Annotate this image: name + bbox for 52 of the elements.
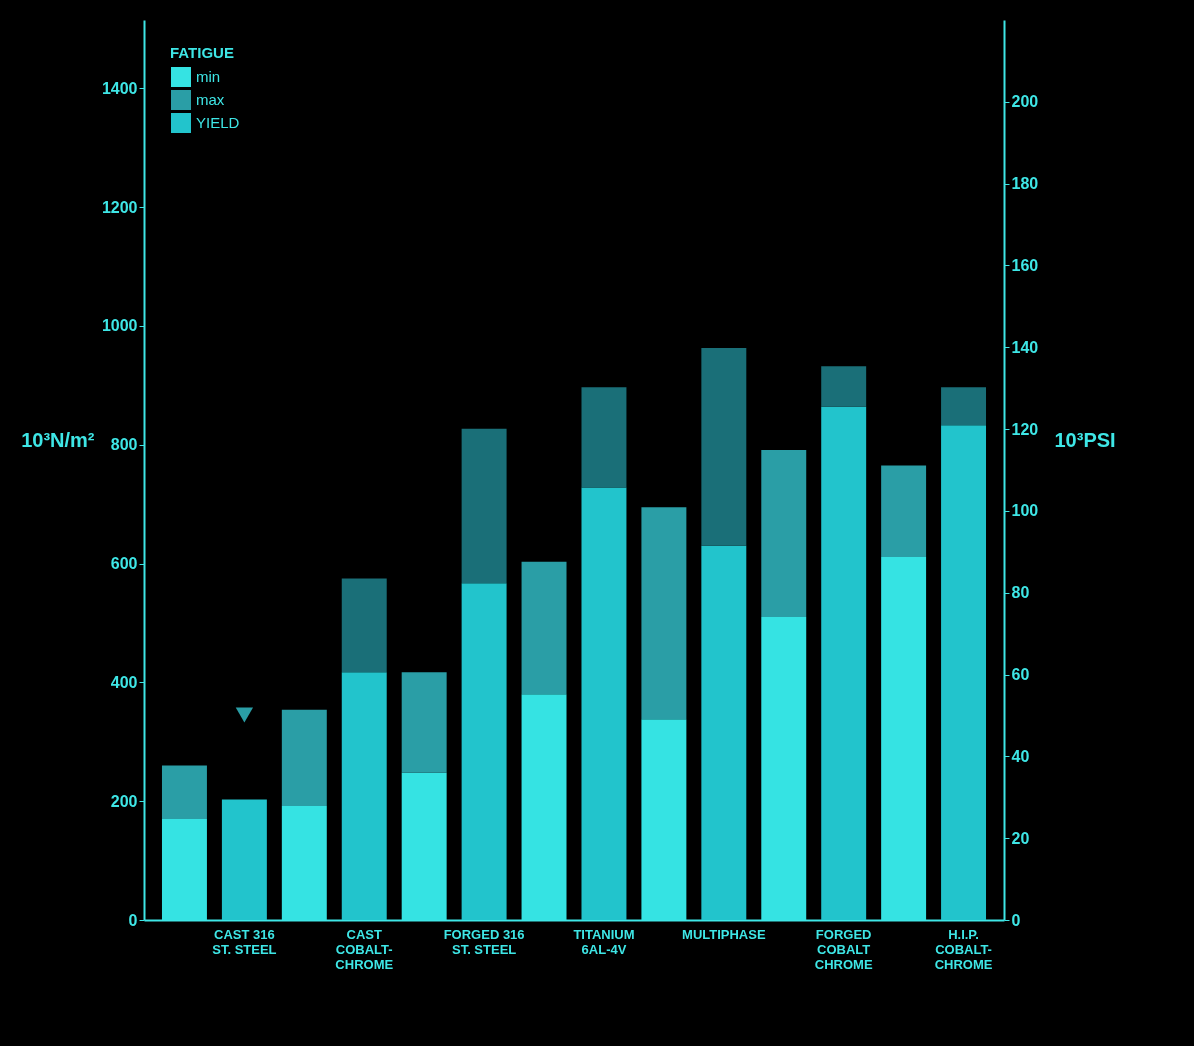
x-tick-label: FORGED COBALT CHROME	[814, 926, 873, 972]
legend-label: min	[196, 68, 221, 85]
y-tick-label: 400	[110, 673, 138, 691]
y2-tick-label: 100	[1011, 502, 1039, 520]
x-tick-label: MULTIPHASE	[682, 926, 766, 942]
bar	[521, 561, 567, 695]
x-tick-label: TITANIUM 6AL-4V	[573, 926, 635, 957]
bar	[161, 765, 207, 820]
y-tick-label: 1400	[101, 79, 138, 97]
y2-tick-label: 80	[1011, 584, 1030, 602]
bar	[461, 428, 507, 584]
bar	[581, 387, 627, 488]
bar	[401, 672, 447, 773]
bar	[341, 578, 387, 673]
y-tick-label: 800	[110, 436, 138, 454]
bar	[701, 545, 747, 920]
x-tick-label: CAST 316 ST. STEEL	[212, 926, 277, 957]
bar	[341, 672, 387, 920]
bar	[821, 406, 867, 920]
y2-tick-label: 40	[1011, 747, 1030, 765]
bar	[641, 507, 687, 720]
y-tick-label: 200	[110, 792, 138, 810]
y2-tick-label: 0	[1011, 911, 1021, 929]
y2-axis-title: 10³PSI	[1054, 428, 1116, 451]
bar	[881, 465, 927, 558]
bar	[941, 425, 987, 920]
y2-tick-label: 20	[1011, 829, 1030, 847]
bar	[701, 347, 747, 546]
y2-tick-label: 60	[1011, 666, 1030, 684]
bar	[821, 366, 867, 407]
y2-tick-label: 160	[1011, 256, 1039, 274]
legend-label: max	[196, 91, 225, 108]
x-tick-label: H.I.P. COBALT- CHROME	[934, 926, 993, 972]
y2-tick-label: 120	[1011, 420, 1039, 438]
bar	[761, 450, 807, 618]
bar	[281, 709, 327, 806]
y2-tick-label: 140	[1011, 338, 1039, 356]
y-tick-label: 1000	[101, 317, 138, 335]
y-tick-label: 0	[128, 911, 138, 929]
y-tick-label: 1200	[101, 198, 138, 216]
bar	[581, 487, 627, 920]
x-tick-label: CAST COBALT- CHROME	[335, 926, 394, 972]
y-axis-title: 10³N/m²	[21, 428, 95, 451]
bar	[941, 387, 987, 426]
x-tick-label: FORGED 316 ST. STEEL	[443, 926, 525, 957]
y-tick-label: 600	[110, 555, 138, 573]
bar	[461, 583, 507, 920]
legend-label: YIELD	[196, 114, 240, 131]
y2-tick-label: 200	[1011, 93, 1039, 111]
y2-tick-label: 180	[1011, 175, 1039, 193]
legend-title: FATIGUE	[170, 44, 234, 61]
bar	[221, 799, 267, 920]
